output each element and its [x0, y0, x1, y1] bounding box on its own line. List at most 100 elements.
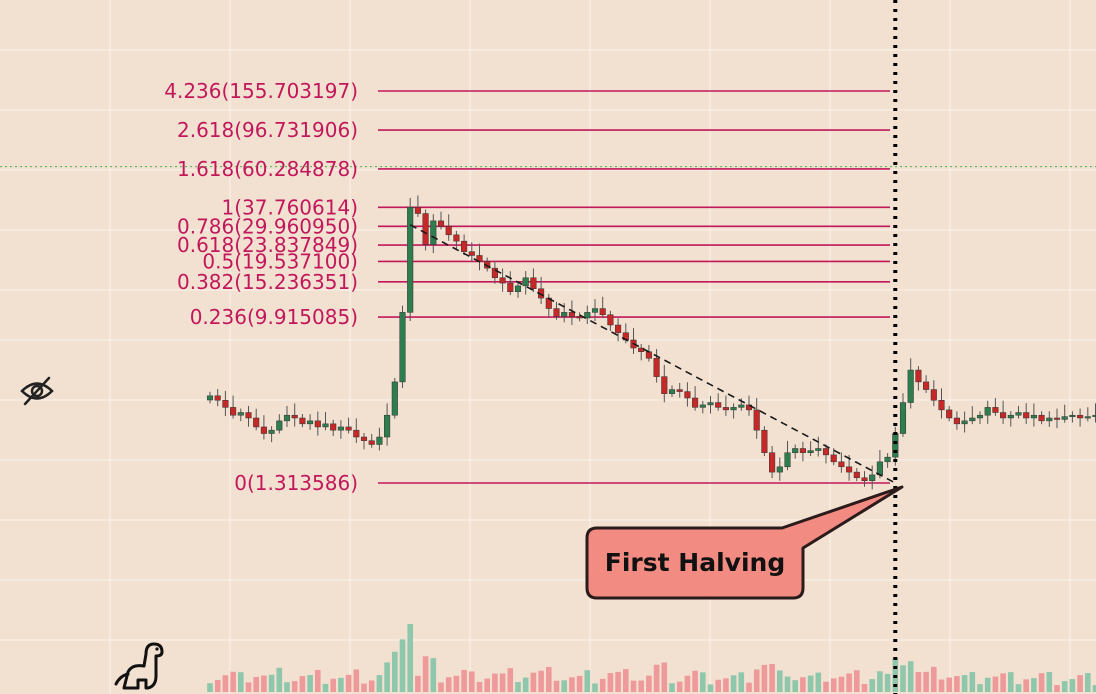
candle-84[interactable]: [853, 471, 860, 479]
candle-52[interactable]: [607, 314, 614, 326]
candle-37[interactable]: [491, 267, 498, 279]
candle-79[interactable]: [815, 448, 822, 451]
candle-69[interactable]: [738, 404, 745, 408]
candle-51[interactable]: [599, 308, 606, 315]
candle-46[interactable]: [561, 312, 568, 317]
candle-90[interactable]: [899, 402, 907, 434]
candle-49[interactable]: [584, 312, 591, 319]
candle-38[interactable]: [499, 277, 506, 284]
candle-66[interactable]: [715, 402, 722, 408]
candle-2[interactable]: [222, 399, 229, 408]
candle-103[interactable]: [1000, 412, 1007, 419]
candle-7[interactable]: [260, 426, 267, 434]
candle-78[interactable]: [807, 450, 814, 453]
candle-82[interactable]: [838, 461, 845, 468]
candle-50[interactable]: [591, 308, 599, 313]
candle-42[interactable]: [530, 277, 537, 289]
candle-88[interactable]: [884, 456, 891, 463]
candle-73[interactable]: [769, 452, 776, 473]
candle-10[interactable]: [283, 414, 291, 422]
eye-off-icon[interactable]: [20, 376, 54, 406]
candle-113[interactable]: [1077, 414, 1084, 419]
candle-77[interactable]: [799, 448, 806, 453]
candle-109[interactable]: [1046, 417, 1053, 422]
candle-25[interactable]: [399, 312, 406, 383]
candle-105[interactable]: [1015, 412, 1022, 416]
candle-86[interactable]: [869, 474, 876, 482]
candle-34[interactable]: [468, 251, 475, 256]
candle-100[interactable]: [976, 414, 984, 419]
candle-31[interactable]: [445, 225, 452, 236]
candle-32[interactable]: [453, 234, 460, 242]
candle-24[interactable]: [391, 381, 398, 416]
candle-22[interactable]: [376, 436, 383, 445]
candle-30[interactable]: [437, 220, 445, 227]
candle-81[interactable]: [830, 454, 837, 463]
candle-33[interactable]: [461, 240, 468, 252]
candle-4[interactable]: [237, 412, 244, 416]
candle-18[interactable]: [345, 426, 352, 431]
candle-111[interactable]: [1061, 416, 1068, 420]
candle-58[interactable]: [653, 358, 660, 377]
candle-0[interactable]: [206, 395, 214, 401]
candle-85[interactable]: [861, 477, 868, 482]
candle-61[interactable]: [676, 389, 683, 392]
candle-95[interactable]: [938, 399, 945, 411]
candle-9[interactable]: [276, 420, 283, 431]
candle-26[interactable]: [407, 206, 414, 313]
candle-20[interactable]: [360, 436, 368, 441]
candle-83[interactable]: [846, 466, 853, 473]
candle-101[interactable]: [984, 407, 991, 416]
candle-67[interactable]: [722, 407, 729, 411]
candle-53[interactable]: [615, 324, 622, 333]
candle-39[interactable]: [507, 282, 514, 292]
candle-96[interactable]: [946, 409, 953, 419]
candle-91[interactable]: [907, 369, 914, 403]
candle-93[interactable]: [923, 381, 930, 390]
candle-56[interactable]: [638, 347, 645, 352]
candle-1[interactable]: [214, 395, 221, 401]
candle-104[interactable]: [1007, 414, 1014, 419]
candlesticks[interactable]: [206, 195, 1096, 490]
candle-64[interactable]: [699, 404, 706, 408]
candle-68[interactable]: [730, 407, 737, 411]
candle-63[interactable]: [692, 397, 699, 408]
candle-106[interactable]: [1023, 412, 1030, 419]
candle-23[interactable]: [384, 414, 391, 438]
candle-17[interactable]: [337, 426, 344, 431]
trendline[interactable]: [409, 224, 896, 484]
candle-3[interactable]: [230, 407, 237, 416]
candle-114[interactable]: [1084, 416, 1091, 419]
candle-75[interactable]: [784, 452, 791, 468]
candle-71[interactable]: [753, 409, 760, 431]
candle-11[interactable]: [291, 414, 298, 419]
candle-13[interactable]: [307, 420, 314, 425]
candle-12[interactable]: [299, 417, 306, 425]
candle-72[interactable]: [761, 429, 768, 453]
candle-21[interactable]: [368, 440, 375, 445]
candle-110[interactable]: [1053, 417, 1061, 420]
candle-59[interactable]: [661, 376, 668, 394]
candle-40[interactable]: [514, 285, 522, 292]
candle-16[interactable]: [330, 423, 337, 431]
candle-5[interactable]: [245, 412, 252, 419]
candle-41[interactable]: [522, 277, 529, 287]
candle-47[interactable]: [568, 312, 575, 317]
candle-74[interactable]: [776, 466, 783, 473]
candle-89[interactable]: [892, 433, 899, 458]
callout-bubble[interactable]: [585, 485, 904, 600]
candle-76[interactable]: [792, 448, 799, 453]
callout[interactable]: First Halving: [585, 485, 904, 600]
candle-94[interactable]: [930, 389, 937, 401]
candle-14[interactable]: [314, 420, 321, 428]
candle-92[interactable]: [915, 369, 922, 383]
candle-98[interactable]: [961, 420, 968, 425]
fibonacci-retracement[interactable]: 4.236(155.703197) 2.618(96.731906) 1.618(6…: [164, 79, 890, 495]
candle-19[interactable]: [353, 429, 360, 438]
candle-28[interactable]: [422, 213, 429, 245]
candle-27[interactable]: [414, 206, 421, 214]
candle-99[interactable]: [969, 417, 976, 422]
candle-62[interactable]: [684, 391, 691, 399]
